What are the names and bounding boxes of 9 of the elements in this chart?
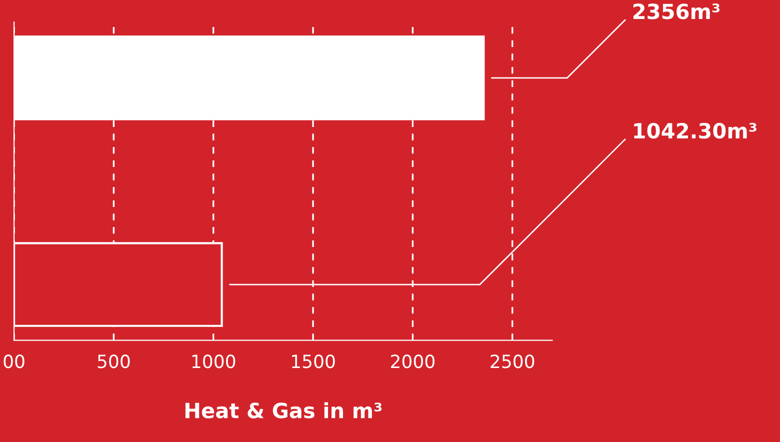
data-label: 1042.30m³ xyxy=(634,122,756,139)
x-axis-title: Heat & Gas in m³ xyxy=(185,402,382,418)
x-tick-label: 500 xyxy=(98,354,130,368)
x-tick-label: 2500 xyxy=(490,354,534,368)
data-label: 2356m³ xyxy=(633,4,720,20)
x-tick-label: 1500 xyxy=(292,354,335,368)
x-tick-label: 2000 xyxy=(391,354,434,368)
x-tick-label: 1000 xyxy=(192,354,236,368)
x-tick-label: 00 xyxy=(4,354,24,368)
